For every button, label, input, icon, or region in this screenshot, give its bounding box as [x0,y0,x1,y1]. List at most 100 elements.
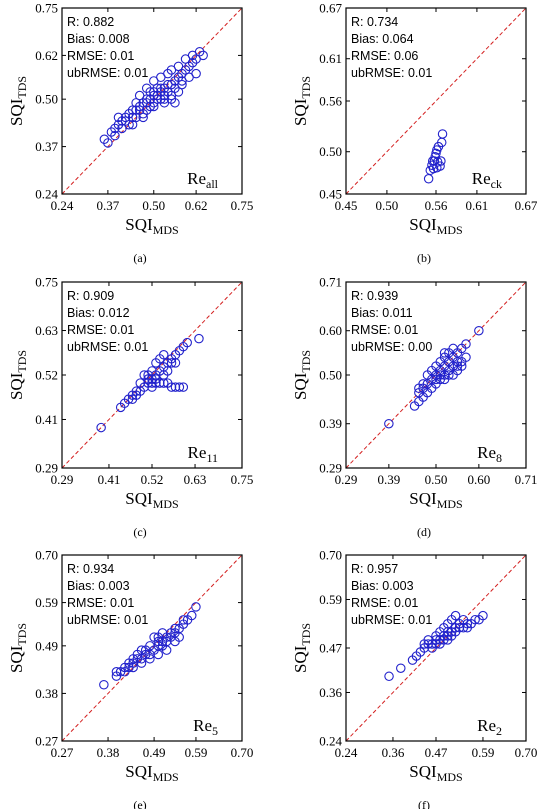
data-point [135,378,146,388]
identity-line [346,555,526,741]
stat-label: R: 0.939 [351,289,398,303]
data-point [182,337,192,348]
stat-label: RMSE: 0.01 [67,49,134,63]
points [99,47,208,148]
x-axis-label: SQIMDS [125,489,178,511]
panel-d: 0.290.29 0.39 0.39 0.50 0.50 0.60 0.60 0.71 0.71… [291,275,537,540]
y-tick-label: 0.67 [319,1,342,16]
data-point [145,87,155,97]
data-point [145,641,155,651]
data-point [384,418,394,429]
x-tick-label: 0.50 [376,198,399,213]
data-point [157,641,168,651]
stat-label: R: 0.909 [67,289,114,303]
stat-label: R: 0.882 [67,15,114,29]
x-tick-label: 0.59 [185,745,208,760]
x-axis-label: SQIMDS [125,215,178,237]
points [384,325,484,429]
stat-label: Bias: 0.012 [67,306,130,320]
data-point [194,47,205,57]
data-point [427,156,438,166]
data-point [461,352,471,363]
data-point [173,61,184,72]
x-tick-label: 0.62 [185,198,208,213]
x-tick-label: 0.67 [515,198,538,213]
y-tick-label: 0.71 [319,275,342,290]
stat-label: ubRMSE: 0.01 [351,613,432,627]
data-point [131,112,141,123]
data-point [422,370,433,380]
data-point [435,639,445,649]
x-tick-label: 0.75 [231,198,254,213]
data-point [170,98,180,108]
data-point [191,602,201,612]
x-axis-label: SQIMDS [409,762,462,784]
x-tick-label: 0.50 [142,198,165,213]
data-point [384,671,394,682]
y-axis-label: SQITDS [7,350,29,400]
panel-f: 0.240.24 0.36 0.36 0.47 0.47 0.59 0.59 0.70 0.70… [291,548,537,809]
data-point [147,366,157,376]
data-point [458,614,469,625]
stat-label: ubRMSE: 0.01 [67,340,148,354]
x-tick-label: 0.59 [472,745,495,760]
stat-label: RMSE: 0.01 [351,596,418,610]
identity-line [62,282,242,468]
panel-caption: (b) [417,251,431,265]
panel-caption: (a) [133,251,146,265]
data-point [461,339,471,349]
data-point [120,667,130,677]
y-tick-label: 0.63 [35,323,58,338]
x-tick-label: 0.75 [231,472,254,487]
stat-label: RMSE: 0.01 [67,323,134,337]
data-point [439,348,450,358]
region-label: Reall [187,169,219,191]
data-point [96,422,106,433]
x-tick-label: 0.39 [377,472,400,487]
x-tick-label: 0.71 [515,472,538,487]
y-tick-label: 0.59 [35,595,58,610]
data-point [178,615,189,625]
panel-e: 0.270.27 0.38 0.38 0.49 0.49 0.59 0.59 0.70 0.70… [7,548,253,809]
identity-line [62,8,242,194]
x-tick-label: 0.41 [98,472,121,487]
x-tick-label: 0.29 [335,472,358,487]
data-point [432,163,442,173]
y-tick-label: 0.50 [319,144,342,159]
stat-label: ubRMSE: 0.01 [67,66,148,80]
y-axis-label: SQITDS [7,76,29,126]
data-point [170,358,181,368]
data-point [127,394,138,405]
x-tick-label: 0.45 [335,198,358,213]
y-tick-label: 0.59 [319,592,342,607]
data-point [182,615,193,625]
x-tick-label: 0.47 [425,745,448,760]
data-point [158,350,169,360]
panel-caption: (f) [418,798,430,809]
y-tick-label: 0.37 [35,139,58,154]
identity-line [346,8,526,194]
x-tick-label: 0.29 [51,472,74,487]
data-point [99,680,109,690]
x-axis-label: SQIMDS [125,762,178,784]
y-tick-label: 0.61 [319,51,342,66]
x-tick-label: 0.36 [382,745,405,760]
data-point [396,663,406,673]
data-point [134,90,145,101]
x-tick-label: 0.52 [141,472,164,487]
y-tick-label: 0.70 [35,548,58,563]
stat-label: Bias: 0.008 [67,32,130,46]
data-point [159,94,170,104]
points [96,333,204,433]
stat-label: R: 0.957 [351,562,398,576]
x-tick-label: 0.70 [515,745,538,760]
data-point [177,76,187,86]
data-point [431,374,441,385]
x-tick-label: 0.24 [51,198,74,213]
data-point [177,79,187,90]
data-point [153,649,164,660]
data-point [470,614,480,625]
data-point [474,325,484,336]
data-point [162,366,173,376]
